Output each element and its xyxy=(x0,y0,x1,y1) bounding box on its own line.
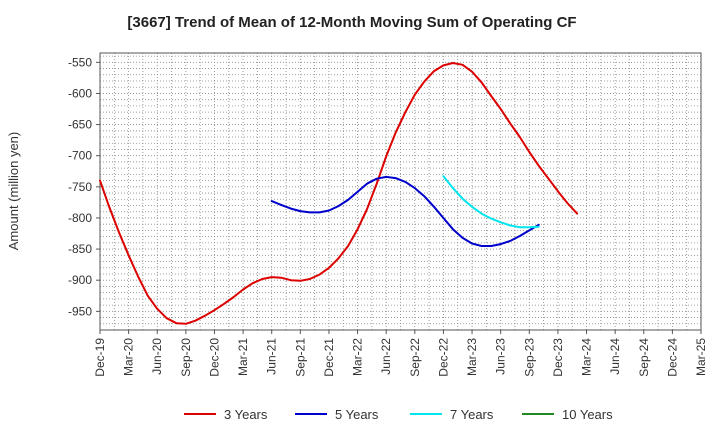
legend-label: 10 Years xyxy=(562,407,613,422)
y-tick-label: -550 xyxy=(68,55,92,69)
x-tick-label: Jun-21 xyxy=(265,338,279,375)
x-tick-label: Dec-20 xyxy=(207,338,221,377)
y-tick-label: -600 xyxy=(68,86,92,100)
y-axis: -550 -600 -650 -700 -750 -800 -850 -900 -950 xyxy=(68,55,100,318)
series-line xyxy=(442,175,540,229)
legend-label: 7 Years xyxy=(450,407,494,422)
x-tick-label: Dec-19 xyxy=(93,338,107,377)
x-tick-label: Jun-22 xyxy=(379,338,393,375)
x-tick-label: Mar-20 xyxy=(122,338,136,376)
y-tick-label: -700 xyxy=(68,149,92,163)
x-tick-label: Sep-24 xyxy=(637,338,651,377)
x-tick-label: Dec-21 xyxy=(322,338,336,377)
x-tick-label: Mar-24 xyxy=(580,338,594,376)
x-tick-label: Dec-24 xyxy=(665,338,679,377)
y-tick-label: -750 xyxy=(68,180,92,194)
x-axis: Dec-19 Mar-20 Jun-20 Sep-20 Dec-20 Mar-21 Jun-… xyxy=(93,330,708,377)
y-tick-label: -800 xyxy=(68,211,92,225)
legend-label: 3 Years xyxy=(224,407,268,422)
x-tick-label: Jun-24 xyxy=(608,338,622,375)
x-tick-label: Dec-22 xyxy=(436,338,450,377)
y-axis-label: Amount (million yen) xyxy=(6,132,21,251)
series-line xyxy=(99,62,579,325)
x-tick-label: Sep-20 xyxy=(179,338,193,377)
y-tick-label: -900 xyxy=(68,273,92,287)
x-tick-label: Mar-22 xyxy=(351,338,365,376)
y-tick-label: -950 xyxy=(68,304,92,318)
series-lines xyxy=(99,62,579,325)
x-tick-label: Sep-21 xyxy=(293,338,307,377)
plot-frame xyxy=(99,52,702,331)
y-tick-label: -650 xyxy=(68,118,92,132)
x-tick-label: Mar-23 xyxy=(465,338,479,376)
legend-label: 5 Years xyxy=(335,407,379,422)
x-tick-label: Mar-21 xyxy=(236,338,250,376)
x-tick-label: Jun-23 xyxy=(494,338,508,375)
y-tick-label: -850 xyxy=(68,242,92,256)
x-tick-label: Mar-25 xyxy=(694,338,708,376)
series-line xyxy=(270,175,540,247)
chart-title: [3667] Trend of Mean of 12-Month Moving … xyxy=(127,14,576,31)
x-tick-label: Sep-23 xyxy=(522,338,536,377)
x-tick-label: Dec-23 xyxy=(551,338,565,377)
x-tick-label: Jun-20 xyxy=(150,338,164,375)
legend: 3 Years 5 Years 7 Years 10 Years xyxy=(184,407,613,422)
x-tick-label: Sep-22 xyxy=(408,338,422,377)
